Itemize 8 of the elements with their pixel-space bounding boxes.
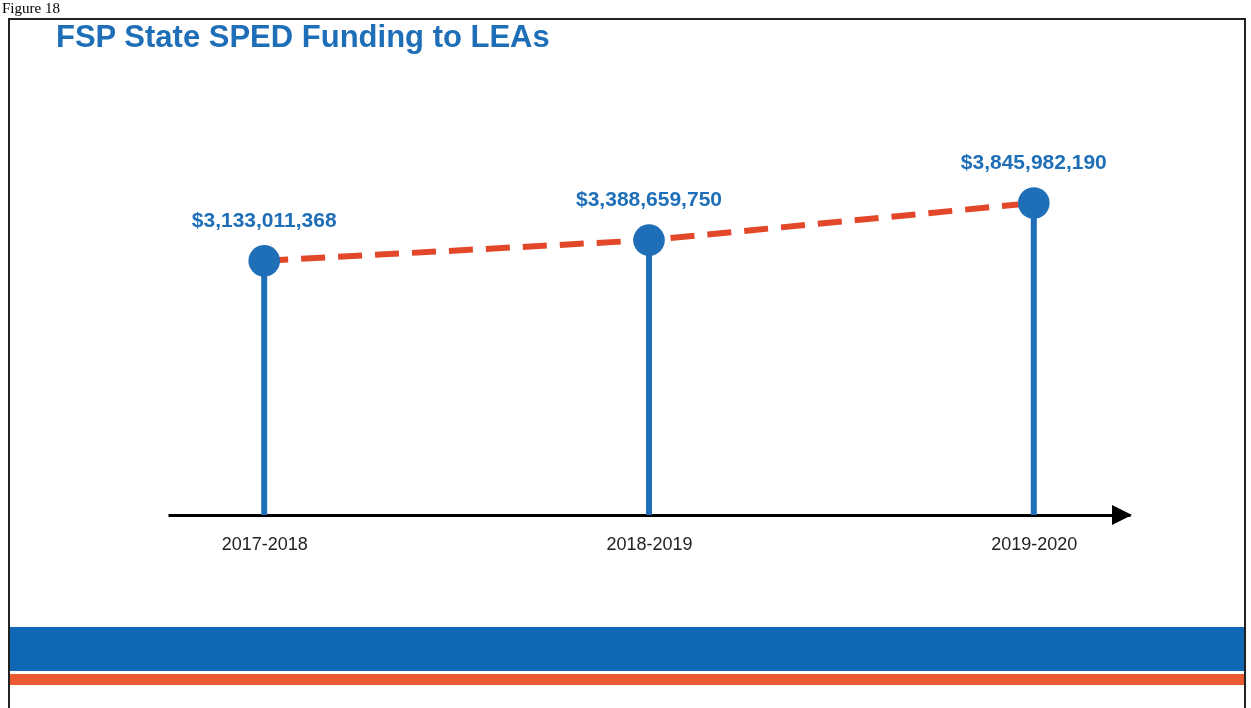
data-label: $3,133,011,368 (191, 207, 337, 231)
data-label: $3,845,982,190 (960, 150, 1107, 173)
chart-title: FSP State SPED Funding to LEAs (56, 19, 550, 54)
data-label: $3,388,659,750 (576, 187, 722, 211)
x-tick-label: 2017-2018 (221, 533, 308, 554)
caption: Figure 18 (2, 0, 60, 17)
x-tick-label: 2018-2019 (606, 533, 693, 554)
x-tick-label: 2019-2020 (991, 533, 1078, 554)
